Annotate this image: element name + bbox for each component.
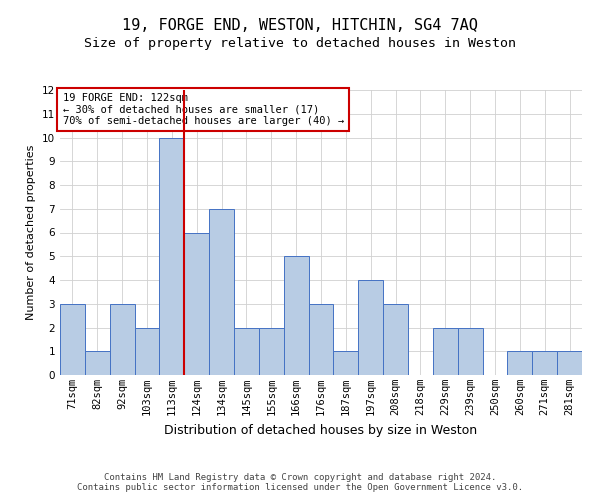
Bar [259, 328, 284, 375]
Bar [209, 209, 234, 375]
Text: Contains HM Land Registry data © Crown copyright and database right 2024.
Contai: Contains HM Land Registry data © Crown c… [77, 473, 523, 492]
Bar [160, 138, 184, 375]
Text: Size of property relative to detached houses in Weston: Size of property relative to detached ho… [84, 38, 516, 51]
Bar [184, 232, 209, 375]
Bar [60, 304, 85, 375]
Y-axis label: Number of detached properties: Number of detached properties [26, 145, 37, 320]
Bar [134, 328, 160, 375]
Bar [458, 328, 482, 375]
Bar [110, 304, 134, 375]
X-axis label: Distribution of detached houses by size in Weston: Distribution of detached houses by size … [164, 424, 478, 436]
Bar [358, 280, 383, 375]
Bar [334, 351, 358, 375]
Bar [85, 351, 110, 375]
Bar [383, 304, 408, 375]
Bar [234, 328, 259, 375]
Bar [557, 351, 582, 375]
Text: 19, FORGE END, WESTON, HITCHIN, SG4 7AQ: 19, FORGE END, WESTON, HITCHIN, SG4 7AQ [122, 18, 478, 32]
Bar [308, 304, 334, 375]
Bar [532, 351, 557, 375]
Text: 19 FORGE END: 122sqm
← 30% of detached houses are smaller (17)
70% of semi-detac: 19 FORGE END: 122sqm ← 30% of detached h… [62, 93, 344, 126]
Bar [284, 256, 308, 375]
Bar [433, 328, 458, 375]
Bar [508, 351, 532, 375]
